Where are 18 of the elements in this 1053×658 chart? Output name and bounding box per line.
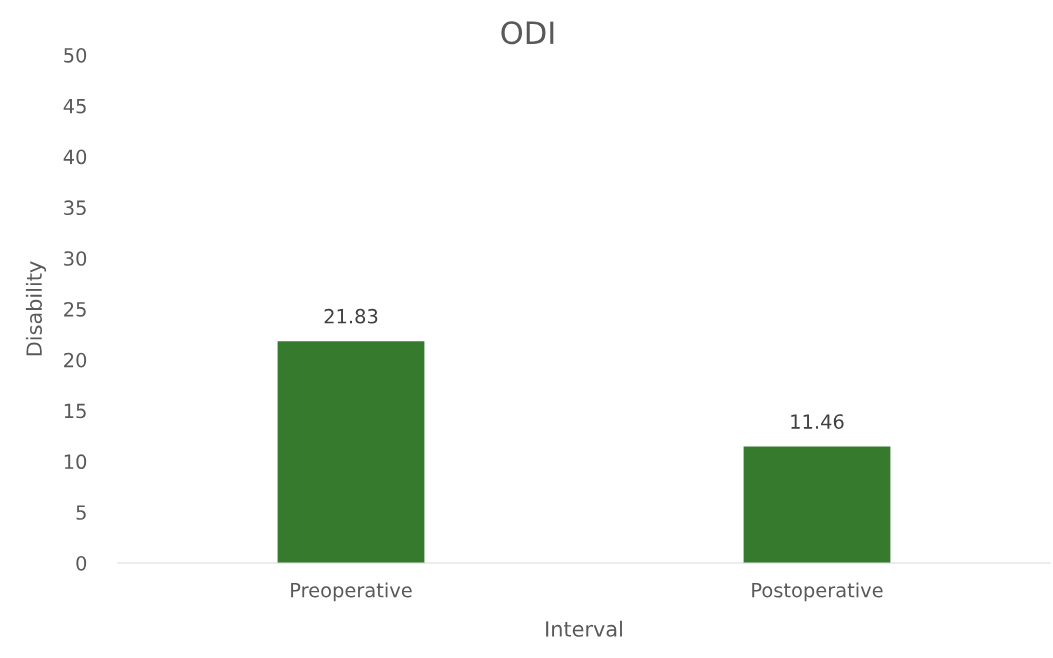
y-tick-label: 15 — [64, 403, 86, 419]
chart-title: ODI — [501, 21, 554, 45]
y-tick-label: 30 — [64, 251, 87, 266]
y-tick-label: 20 — [64, 352, 87, 368]
y-tick-label: 40 — [63, 149, 87, 165]
y-tick-label: 25 — [64, 301, 86, 317]
data-label: 11.46 — [791, 414, 844, 429]
x-tick-label: Preoperative — [291, 582, 412, 602]
y-tick-label: 10 — [64, 454, 87, 470]
x-axis-title: Interval — [546, 620, 622, 637]
y-tick-label: 35 — [64, 200, 86, 216]
y-axis-title: Disability — [25, 261, 47, 356]
y-tick-label: 50 — [64, 47, 87, 63]
y-tick-label: 45 — [63, 99, 86, 114]
x-tick-label: Postoperative — [752, 582, 883, 602]
data-label: 21.83 — [324, 308, 378, 324]
y-tick-label: 0 — [76, 555, 87, 571]
y-tick-label: 5 — [76, 505, 86, 520]
